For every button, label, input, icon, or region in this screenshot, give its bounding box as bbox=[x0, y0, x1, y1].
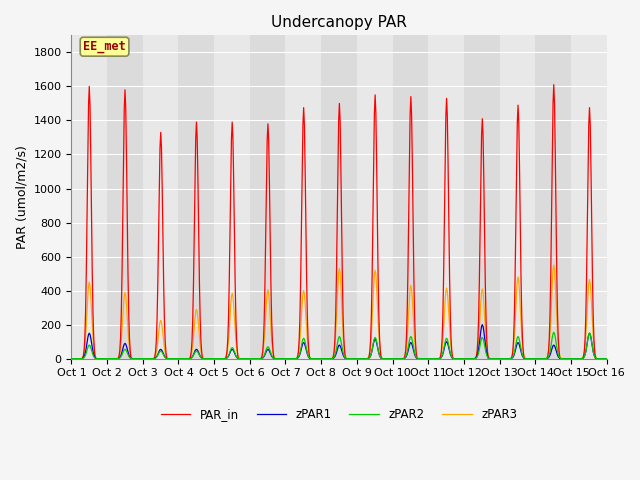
Bar bbox=[250, 36, 285, 359]
Line: zPAR2: zPAR2 bbox=[72, 332, 607, 359]
zPAR1 bbox=[603, 356, 611, 361]
Legend: PAR_in, zPAR1, zPAR2, zPAR3: PAR_in, zPAR1, zPAR2, zPAR3 bbox=[156, 403, 522, 426]
zPAR3 bbox=[68, 356, 76, 361]
zPAR2 bbox=[550, 329, 557, 335]
Line: zPAR1: zPAR1 bbox=[72, 324, 607, 359]
zPAR1 bbox=[132, 356, 140, 361]
Y-axis label: PAR (umol/m2/s): PAR (umol/m2/s) bbox=[15, 145, 28, 249]
PAR_in bbox=[187, 353, 195, 359]
PAR_in bbox=[420, 356, 428, 361]
zPAR1 bbox=[187, 356, 195, 361]
zPAR3 bbox=[550, 262, 557, 268]
zPAR3 bbox=[215, 356, 223, 361]
zPAR2 bbox=[187, 356, 195, 361]
Bar bbox=[535, 36, 571, 359]
PAR_in bbox=[215, 356, 223, 361]
zPAR1 bbox=[420, 356, 428, 361]
Text: EE_met: EE_met bbox=[83, 40, 126, 53]
Bar bbox=[464, 36, 500, 359]
PAR_in bbox=[68, 356, 76, 361]
zPAR2 bbox=[77, 356, 85, 361]
zPAR3 bbox=[603, 356, 611, 361]
Line: PAR_in: PAR_in bbox=[72, 84, 607, 359]
zPAR1 bbox=[479, 322, 486, 327]
Bar bbox=[321, 36, 357, 359]
zPAR1 bbox=[404, 348, 412, 354]
zPAR2 bbox=[132, 356, 140, 361]
zPAR3 bbox=[187, 354, 195, 360]
zPAR3 bbox=[420, 356, 428, 361]
zPAR1 bbox=[68, 356, 76, 361]
Bar bbox=[107, 36, 143, 359]
zPAR2 bbox=[404, 346, 412, 352]
PAR_in bbox=[132, 356, 140, 361]
zPAR3 bbox=[132, 356, 140, 361]
Bar bbox=[392, 36, 428, 359]
zPAR2 bbox=[420, 356, 428, 361]
zPAR2 bbox=[68, 356, 76, 361]
zPAR3 bbox=[77, 356, 85, 361]
zPAR2 bbox=[603, 356, 611, 361]
PAR_in bbox=[603, 356, 611, 361]
Title: Undercanopy PAR: Undercanopy PAR bbox=[271, 15, 407, 30]
Bar bbox=[179, 36, 214, 359]
zPAR1 bbox=[215, 356, 223, 361]
PAR_in bbox=[550, 82, 557, 87]
PAR_in bbox=[77, 356, 85, 361]
zPAR1 bbox=[77, 356, 85, 361]
Line: zPAR3: zPAR3 bbox=[72, 265, 607, 359]
PAR_in bbox=[404, 273, 412, 278]
zPAR2 bbox=[215, 356, 223, 361]
zPAR3 bbox=[404, 324, 412, 329]
